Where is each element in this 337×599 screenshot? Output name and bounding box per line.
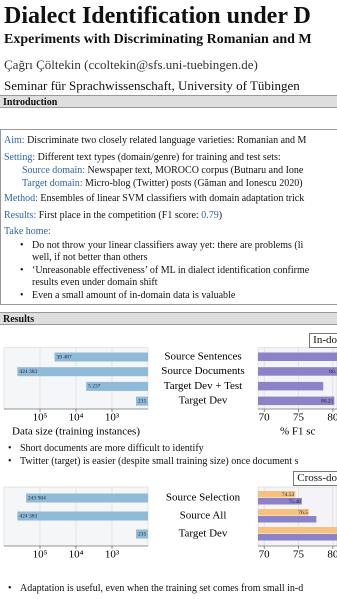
label: Setting: xyxy=(4,152,36,163)
label: Results: xyxy=(4,210,37,221)
bar xyxy=(17,511,149,521)
label: Method: xyxy=(4,193,38,204)
text: Micro-blog (Twitter) posts (Găman and Io… xyxy=(85,178,303,189)
value-label: 243 904 xyxy=(28,495,46,501)
x-tick-label: 10⁵ xyxy=(33,412,48,424)
bar xyxy=(86,381,148,391)
text: results even under domain shift xyxy=(32,277,158,288)
category-label: Source Sentences xyxy=(164,351,241,363)
x-tick-label: 80 xyxy=(327,412,337,424)
bullet: • xyxy=(20,290,24,301)
bar xyxy=(54,352,149,362)
value-label: 74.53 xyxy=(282,492,295,498)
category-label: Target Dev xyxy=(179,395,228,407)
x-tick-label: 75 xyxy=(293,549,305,561)
note: Twitter (target) is easier (despite smal… xyxy=(20,456,299,467)
bar xyxy=(258,352,337,361)
subtitle: Experiments with Discriminating Romanian… xyxy=(4,32,312,47)
note: Short documents are more difficult to id… xyxy=(20,443,204,454)
bar xyxy=(258,534,337,541)
author: Çağrı Çöltekin (ccoltekin@sfs.uni-tuebin… xyxy=(4,57,258,72)
title: Dialect Identification under D xyxy=(4,3,311,29)
x-tick-label: 10³ xyxy=(105,412,120,424)
panel-tag: Cross-do xyxy=(293,471,337,486)
value-label: 75.48 xyxy=(288,499,301,505)
bullet: • xyxy=(8,456,12,467)
bar xyxy=(258,491,296,498)
intro-box xyxy=(0,129,337,305)
panel-tag: In-do xyxy=(309,333,337,348)
affiliation: Seminar für Sprachwissenschaft, Universi… xyxy=(4,78,300,93)
category-label: Source Documents xyxy=(161,365,244,377)
label: Target domain: xyxy=(22,178,83,189)
x-tick-label: 75 xyxy=(293,412,305,424)
x-tick-label: 70 xyxy=(259,549,271,561)
bullet: • xyxy=(20,240,24,251)
text: Even a small amount of in-domain data is… xyxy=(32,290,236,301)
x-tick-label: 10³ xyxy=(105,549,120,561)
value-label: 39 487 xyxy=(57,354,72,360)
intro-line: Target domain: Micro-blog (Twitter) post… xyxy=(22,179,303,189)
category-label: Source All xyxy=(180,510,227,522)
x-tick-label: 10⁵ xyxy=(33,549,48,561)
text: Different text types (domain/genre) for … xyxy=(37,152,281,163)
intro-line: Source domain: Newspaper text, MOROCO co… xyxy=(22,166,303,176)
text: ) xyxy=(218,210,223,221)
text: Ensembles of linear SVM classifiers with… xyxy=(40,193,305,204)
text: Do not throw your linear classifiers awa… xyxy=(32,240,304,251)
bar xyxy=(258,509,309,516)
bar xyxy=(258,367,337,376)
text: Newspaper text, MOROCO corpus (Butnaru a… xyxy=(87,165,304,176)
label: Source domain: xyxy=(22,165,86,176)
x-tick-label: 80 xyxy=(327,549,337,561)
bar xyxy=(136,396,148,406)
bar xyxy=(258,527,337,534)
bar xyxy=(258,396,335,406)
score: 0.79 xyxy=(201,210,219,221)
value-label: 215 xyxy=(138,398,147,404)
category-label: Source Selection xyxy=(166,492,241,504)
value-label: 76.5 xyxy=(298,510,308,516)
intro-line: Method: Ensembles of linear SVM classifi… xyxy=(4,194,304,204)
intro-line: Aim: Discriminate two closely related la… xyxy=(4,136,306,146)
bar xyxy=(136,529,148,539)
value-label: 215 xyxy=(138,531,147,537)
value-label: 424 383 xyxy=(19,513,37,519)
category-label: Target Dev + Test xyxy=(164,380,243,392)
value-label: 86. xyxy=(329,369,337,375)
bullet: • xyxy=(20,265,24,276)
bar xyxy=(258,516,317,523)
label: Take home: xyxy=(4,226,51,237)
x-tick-label: 70 xyxy=(259,412,271,424)
intro-line: Setting: Different text types (domain/ge… xyxy=(4,153,281,163)
bar xyxy=(258,381,324,391)
text: well, if not better than others xyxy=(32,252,148,263)
x-tick-label: 10⁴ xyxy=(69,412,84,424)
x-axis-label: Data size (training instances) xyxy=(12,426,140,438)
label: Aim: xyxy=(4,135,25,146)
x-axis-label: % F1 sc xyxy=(280,426,316,438)
text: ‘Unreasonable effectiveness’ of ML in di… xyxy=(32,265,310,276)
text: Discriminate two closely related languag… xyxy=(27,135,307,146)
bullet: • xyxy=(8,583,12,594)
section-heading: Results xyxy=(0,312,337,325)
bar xyxy=(26,493,148,503)
x-tick-label: 10⁴ xyxy=(69,549,84,561)
text: First place in the competition (F1 score… xyxy=(38,210,202,221)
note: Adaptation is useful, even when the trai… xyxy=(20,583,304,594)
value-label: 5 237 xyxy=(88,384,101,390)
bar xyxy=(17,367,149,377)
value-label: 80.21 xyxy=(321,398,334,404)
bar xyxy=(258,498,302,505)
intro-line: Results: First place in the competition … xyxy=(4,211,222,221)
bullet: • xyxy=(8,443,12,454)
category-label: Target Dev xyxy=(179,528,228,540)
section-heading: Introduction xyxy=(0,95,337,108)
value-label: 424 383 xyxy=(19,369,37,375)
